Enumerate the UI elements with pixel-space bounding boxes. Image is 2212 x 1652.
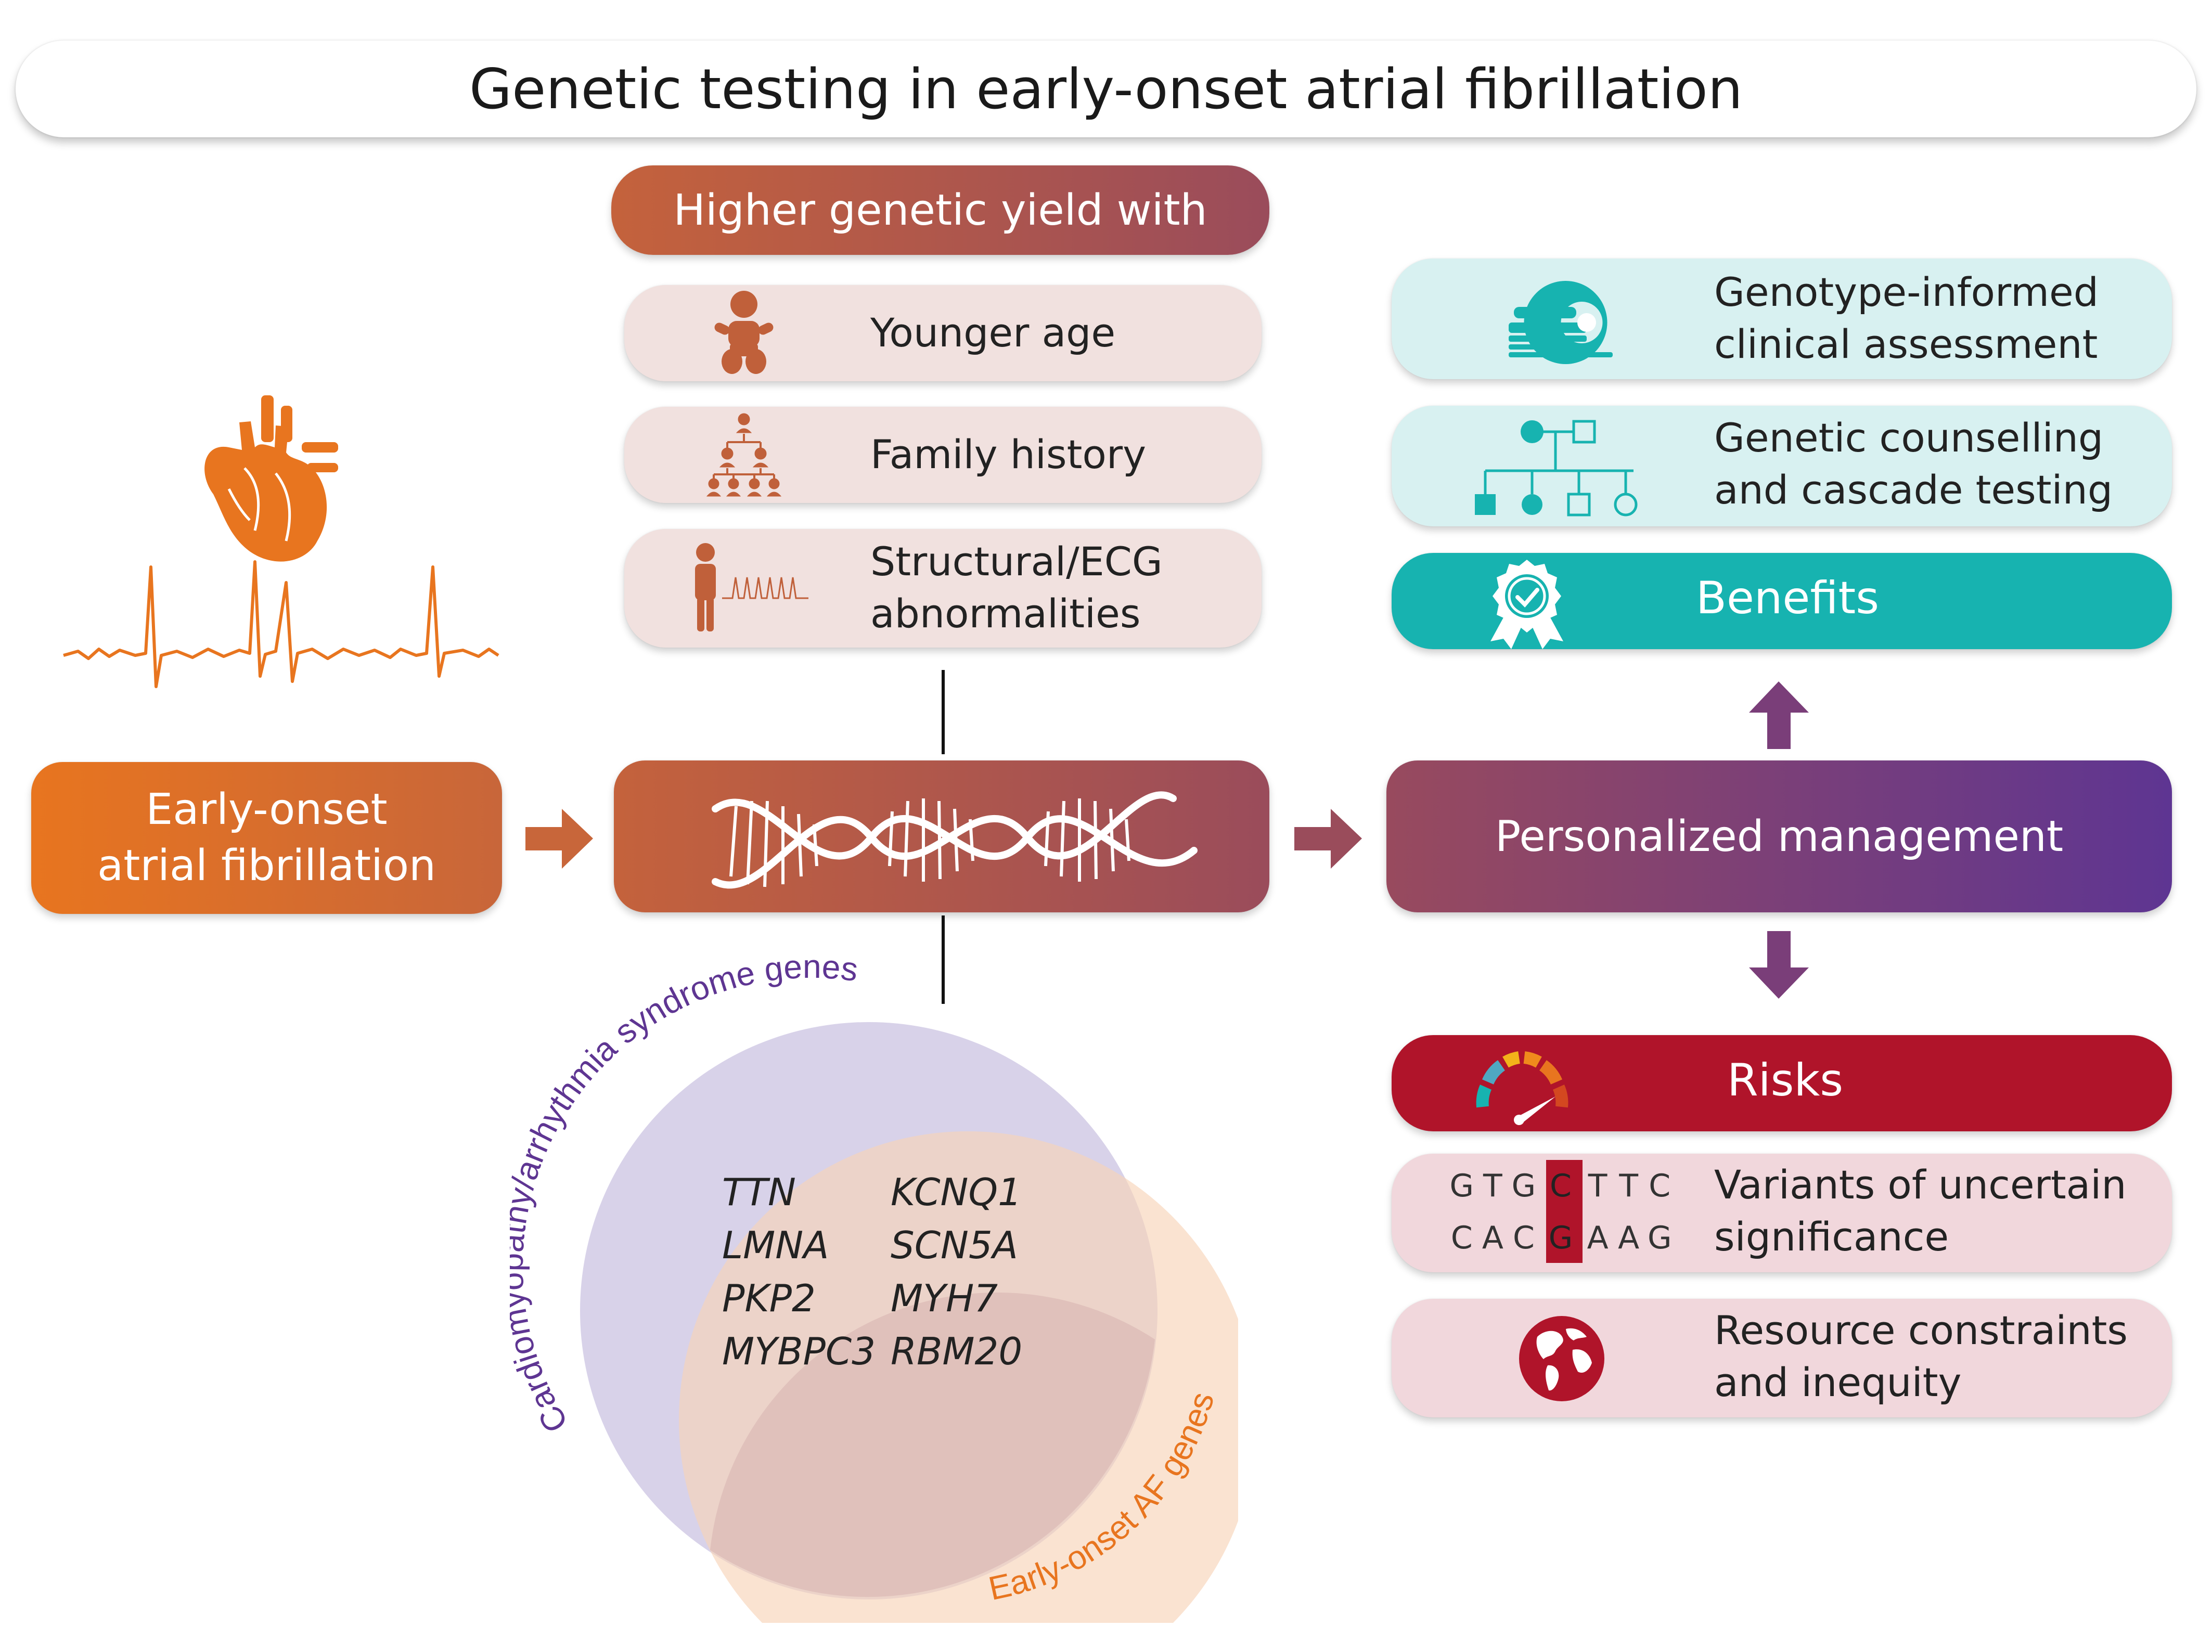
yield-label-family-history: Family history bbox=[870, 431, 1147, 477]
dna-bottom-4: A bbox=[1587, 1220, 1609, 1256]
dna-top-2: G bbox=[1511, 1168, 1536, 1204]
yield-label-structural-line2: abnormalities bbox=[870, 590, 1141, 637]
arrow-up-icon bbox=[1749, 681, 1809, 749]
yield-label-younger-age: Younger age bbox=[870, 309, 1116, 356]
dna-bottom-2: C bbox=[1512, 1220, 1535, 1256]
start-line2: atrial fibrillation bbox=[97, 841, 436, 890]
globe-icon bbox=[1519, 1316, 1604, 1401]
gauge-icon bbox=[1476, 1051, 1568, 1125]
dna-bottom-5: A bbox=[1618, 1220, 1640, 1256]
dna-seq-bottom: C A C G A A G bbox=[1446, 1220, 1675, 1256]
family-tree-icon bbox=[706, 413, 782, 497]
yield-label-structural-line1: Structural/ECG bbox=[870, 538, 1163, 585]
risk-label-vus-line2: significance bbox=[1714, 1214, 1949, 1260]
benefit-label-clinical: Genotype-informed clinical assessment bbox=[1714, 266, 2099, 370]
gene-kcnq1: KCNQ1 bbox=[891, 1170, 1022, 1214]
risk-label-vus-line1: Variants of uncertain bbox=[1714, 1161, 2127, 1208]
pedigree-icon bbox=[1475, 420, 1638, 517]
dna-top-0: G bbox=[1449, 1168, 1474, 1204]
start-box: Early-onset atrial fibrillation bbox=[31, 762, 502, 914]
risk-item-vus bbox=[1392, 1154, 2172, 1272]
yield-item-structural-ecg bbox=[624, 529, 1262, 648]
dna-top-5: T bbox=[1619, 1168, 1638, 1204]
connector-line-top bbox=[942, 670, 945, 754]
benefits-header-label: Benefits bbox=[1696, 572, 1880, 624]
arrow-down-icon bbox=[1749, 931, 1809, 999]
benefit-item-clinical bbox=[1392, 259, 2172, 379]
dna-seq-top: G T G C T T C bbox=[1446, 1168, 1675, 1204]
risks-header-label: Risks bbox=[1727, 1054, 1844, 1106]
dna-bottom-3: G bbox=[1548, 1220, 1573, 1256]
yield-header: Higher genetic yield with bbox=[611, 165, 1269, 255]
dna-bottom-0: C bbox=[1450, 1220, 1473, 1256]
risk-label-resources: Resource constraints and inequity bbox=[1714, 1305, 2128, 1409]
start-line1: Early-onset bbox=[146, 785, 388, 834]
dna-sequence-icon: G T G C T T C C A C G A A G bbox=[1446, 1160, 1675, 1267]
venn-intersection bbox=[710, 1292, 1155, 1597]
yield-label-structural: Structural/ECG abnormalities bbox=[870, 536, 1163, 640]
risk-label-resources-line2: and inequity bbox=[1714, 1359, 1962, 1405]
management-label: Personalized management bbox=[1495, 811, 2064, 861]
dna-top-6: C bbox=[1649, 1168, 1671, 1204]
heart-ecg-icon bbox=[63, 395, 499, 688]
page-title-text: Genetic testing in early-onset atrial fi… bbox=[469, 57, 1743, 121]
benefit-item-counselling bbox=[1392, 406, 2172, 526]
benefit-label-counselling-line2: and cascade testing bbox=[1714, 467, 2113, 513]
risk-label-resources-line1: Resource constraints bbox=[1714, 1307, 2128, 1353]
gene-scn5a: SCN5A bbox=[891, 1223, 1018, 1267]
risk-label-vus: Variants of uncertain significance bbox=[1714, 1159, 2127, 1263]
baby-icon bbox=[714, 291, 774, 374]
gene-rbm20: RBM20 bbox=[891, 1330, 1023, 1373]
arrow-right-2-icon bbox=[1294, 809, 1362, 869]
mri-scanner-icon bbox=[1509, 281, 1613, 364]
connector-line-bottom bbox=[942, 915, 945, 1004]
benefit-label-clinical-line2: clinical assessment bbox=[1714, 321, 2098, 367]
venn-diagram: Cardiomyopathy/arrhythmia syndrome genes… bbox=[510, 948, 1238, 1623]
dna-helix-icon bbox=[712, 791, 1198, 889]
dna-top-3: C bbox=[1550, 1168, 1572, 1204]
award-badge-icon bbox=[1490, 560, 1563, 649]
benefit-label-counselling-line1: Genetic counselling bbox=[1714, 415, 2104, 461]
gene-ttn: TTN bbox=[722, 1170, 796, 1214]
gene-myh7: MYH7 bbox=[891, 1276, 998, 1320]
dna-top-4: T bbox=[1588, 1168, 1607, 1204]
page-title: Genetic testing in early-onset atrial fi… bbox=[16, 41, 2196, 137]
gene-pkp2: PKP2 bbox=[722, 1276, 816, 1320]
dna-bottom-6: G bbox=[1647, 1220, 1672, 1256]
benefit-label-counselling: Genetic counselling and cascade testing bbox=[1714, 412, 2113, 516]
dna-highlight bbox=[1546, 1160, 1583, 1263]
yield-header-label: Higher genetic yield with bbox=[673, 185, 1207, 235]
arrow-right-1-icon bbox=[525, 809, 593, 869]
gene-mybpc3: MYBPC3 bbox=[722, 1330, 876, 1373]
person-ecg-icon bbox=[695, 543, 808, 631]
dna-bottom-1: A bbox=[1482, 1220, 1503, 1256]
dna-top-1: T bbox=[1483, 1168, 1502, 1204]
management-box: Personalized management bbox=[1386, 760, 2172, 912]
gene-lmna: LMNA bbox=[722, 1223, 829, 1267]
benefit-label-clinical-line1: Genotype-informed bbox=[1714, 269, 2099, 315]
